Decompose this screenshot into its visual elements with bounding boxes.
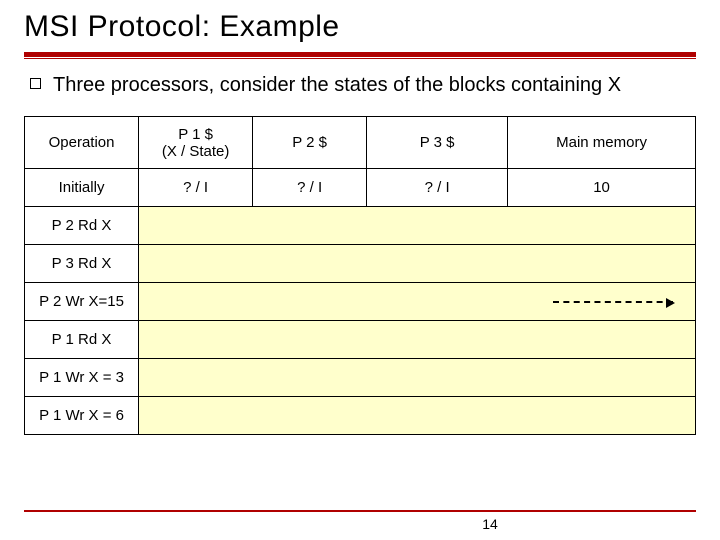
cell-p1: ? / I: [139, 169, 253, 207]
cell-p3: ? / I: [367, 169, 508, 207]
cell-op: P 1 Rd X: [25, 321, 139, 359]
cell-mm: 10: [508, 169, 696, 207]
table-row: P 1 Rd X: [25, 321, 696, 359]
table-row: P 1 Wr X = 3: [25, 359, 696, 397]
covered-cells: [139, 283, 696, 321]
table-row: P 2 Rd X: [25, 207, 696, 245]
bullet-item: Three processors, consider the states of…: [24, 73, 696, 98]
table-body: Initially ? / I ? / I ? / I 10 P 2 Rd X …: [25, 169, 696, 435]
cell-op: P 1 Wr X = 6: [25, 397, 139, 435]
table-header-row: Operation P 1 $ (X / State) P 2 $ P 3 $ …: [25, 117, 696, 169]
cell-op: P 2 Wr X=15: [25, 283, 139, 321]
table-row: P 1 Wr X = 6: [25, 397, 696, 435]
col-p1: P 1 $ (X / State): [139, 117, 253, 169]
slide-title: MSI Protocol: Example: [24, 10, 696, 44]
cell-op: P 3 Rd X: [25, 245, 139, 283]
cell-p2: ? / I: [253, 169, 367, 207]
covered-cells: [139, 397, 696, 435]
arrow-icon: [553, 301, 673, 303]
msi-table: Operation P 1 $ (X / State) P 2 $ P 3 $ …: [24, 116, 696, 435]
covered-cells: [139, 245, 696, 283]
table-row: Initially ? / I ? / I ? / I 10: [25, 169, 696, 207]
col-operation: Operation: [25, 117, 139, 169]
cell-op: Initially: [25, 169, 139, 207]
col-main-memory: Main memory: [508, 117, 696, 169]
footer-rule: [24, 510, 696, 512]
covered-cells: [139, 321, 696, 359]
table-row: P 2 Wr X=15: [25, 283, 696, 321]
covered-cells: [139, 207, 696, 245]
page-number: 14: [0, 516, 720, 532]
cell-op: P 1 Wr X = 3: [25, 359, 139, 397]
col-p2: P 2 $: [253, 117, 367, 169]
bullet-icon: [30, 78, 41, 89]
slide: MSI Protocol: Example Three processors, …: [0, 0, 720, 540]
bullet-text: Three processors, consider the states of…: [53, 73, 621, 98]
cell-op: P 2 Rd X: [25, 207, 139, 245]
title-rule-thin: [24, 58, 696, 59]
covered-cells: [139, 359, 696, 397]
title-rule-thick: [24, 52, 696, 57]
col-p3: P 3 $: [367, 117, 508, 169]
table-row: P 3 Rd X: [25, 245, 696, 283]
